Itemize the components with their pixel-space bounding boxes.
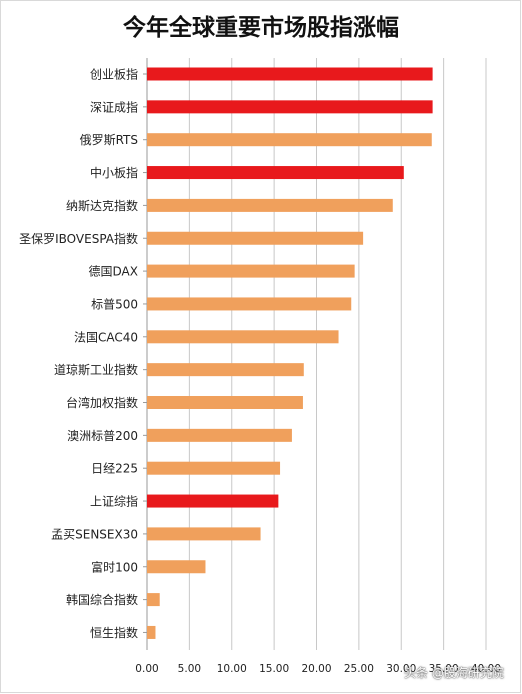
bar [147, 428, 292, 442]
category-label: 澳洲标普200 [67, 429, 138, 443]
bar [147, 396, 303, 409]
bar [147, 494, 279, 508]
bar [147, 264, 355, 278]
bar [147, 593, 160, 607]
bar [147, 625, 156, 639]
bar [147, 297, 352, 311]
category-label: 台湾加权指数 [66, 395, 138, 410]
category-label: 中小板指 [90, 165, 138, 180]
bar [147, 166, 404, 180]
category-label: 圣保罗IBOVESPA指数 [19, 231, 138, 246]
category-label: 纳斯达克指数 [66, 198, 138, 213]
bar [147, 461, 281, 475]
bar [147, 231, 364, 245]
category-label: 标普500 [91, 297, 138, 311]
category-label: 俄罗斯RTS [80, 133, 138, 147]
category-label: 日经225 [91, 462, 138, 476]
bar [147, 330, 339, 344]
x-tick-label: 10.00 [217, 663, 247, 675]
category-label: 上证综指 [90, 494, 138, 509]
x-tick-label: 5.00 [178, 663, 201, 675]
category-label: 深证成指 [90, 99, 138, 114]
x-tick-label: 35.00 [429, 663, 459, 675]
bar [147, 363, 304, 377]
x-tick-label: 15.00 [259, 663, 289, 675]
bar [147, 198, 393, 212]
category-label: 富时100 [91, 559, 138, 574]
bar [147, 527, 261, 541]
category-label: 德国DAX [89, 264, 138, 279]
bar [147, 100, 433, 114]
x-tick-label: 20.00 [301, 663, 331, 675]
category-label: 道琼斯工业指数 [54, 362, 138, 377]
category-label: 韩国综合指数 [66, 592, 138, 607]
watermark-text: 头条 @股海研究院 [404, 666, 504, 680]
bar [147, 67, 433, 81]
x-tick-label: 0.00 [135, 663, 158, 675]
x-tick-label: 30.00 [386, 663, 416, 675]
chart-title: 今年全球重要市场股指涨幅 [123, 15, 399, 41]
category-label: 法国CAC40 [74, 330, 138, 344]
category-label: 创业板指 [90, 67, 138, 82]
bar [147, 560, 206, 574]
x-tick-label: 25.00 [344, 663, 374, 675]
category-label: 恒生指数 [90, 625, 138, 640]
bar [147, 133, 432, 147]
category-label: 孟买SENSEX30 [51, 527, 138, 541]
x-tick-label: 40.00 [471, 663, 501, 675]
